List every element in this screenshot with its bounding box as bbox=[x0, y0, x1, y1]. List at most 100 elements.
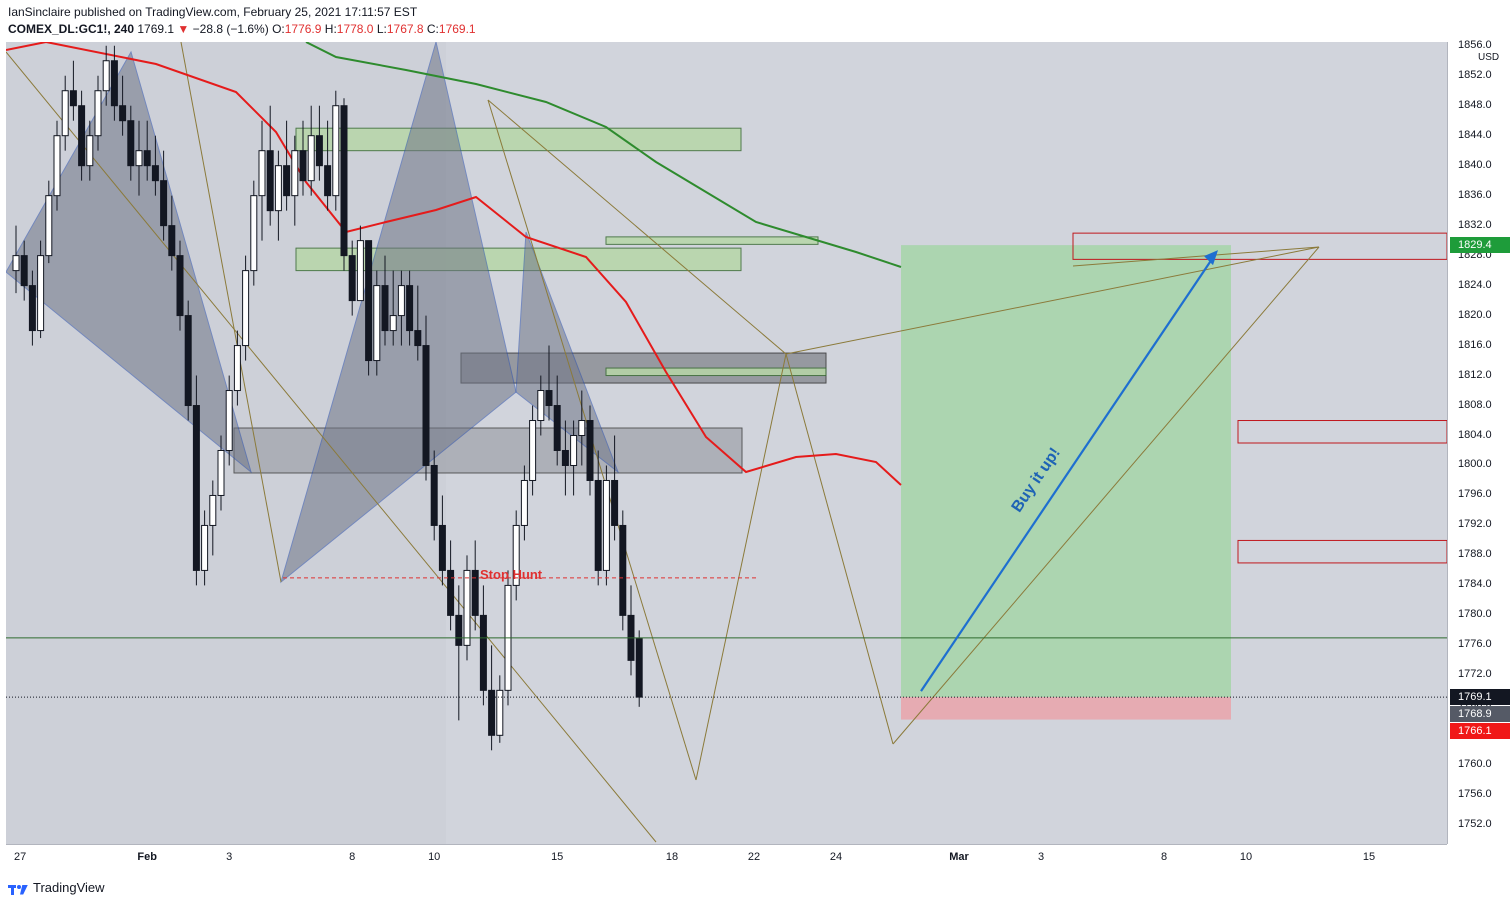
candle-body bbox=[463, 569, 471, 646]
candle-body bbox=[291, 150, 299, 197]
candle-body bbox=[307, 135, 315, 182]
y-tick-label: 1776.0 bbox=[1458, 638, 1492, 651]
zone-box bbox=[233, 427, 743, 474]
candle-body bbox=[324, 165, 332, 197]
pattern-line bbox=[6, 51, 657, 843]
candle-body bbox=[299, 150, 307, 182]
x-tick-label: 18 bbox=[665, 851, 679, 863]
pattern-line bbox=[487, 99, 787, 355]
y-tick-label: 1836.0 bbox=[1458, 188, 1492, 201]
candle-body bbox=[266, 150, 274, 212]
open-label: O: bbox=[272, 22, 285, 36]
low-label: L: bbox=[376, 22, 387, 36]
x-tick-label: 10 bbox=[1239, 851, 1253, 863]
candle-body bbox=[20, 255, 28, 287]
candle-body bbox=[217, 449, 225, 496]
pattern-line bbox=[785, 353, 894, 745]
ma-red-line bbox=[6, 42, 902, 486]
footer-brand: TradingView bbox=[8, 880, 105, 895]
candle-body bbox=[12, 255, 20, 272]
candle-body bbox=[69, 90, 77, 107]
down-arrow-icon: ▼ bbox=[177, 22, 190, 36]
close-value: 1769.1 bbox=[438, 22, 476, 36]
candle-body bbox=[479, 614, 487, 691]
y-tick-label: 1784.0 bbox=[1458, 578, 1492, 591]
candle-body bbox=[447, 569, 455, 616]
candle-body bbox=[397, 285, 405, 317]
x-tick-label: 15 bbox=[551, 851, 564, 863]
candle-body bbox=[471, 569, 479, 616]
chart-svg[interactable] bbox=[6, 42, 1447, 844]
x-tick-label: 24 bbox=[829, 851, 843, 863]
y-tick-label: 1780.0 bbox=[1458, 608, 1492, 621]
x-tick-label: Feb bbox=[137, 851, 157, 863]
y-tick-label: 1796.0 bbox=[1458, 488, 1492, 501]
candle-body bbox=[274, 165, 282, 212]
candle-body bbox=[578, 420, 586, 437]
y-tick-label: 1804.0 bbox=[1458, 428, 1492, 441]
candle-body bbox=[192, 405, 200, 571]
low-value: 1767.8 bbox=[386, 22, 424, 36]
candle-body bbox=[119, 105, 127, 122]
candle-body bbox=[496, 689, 504, 736]
price-tag: 1769.1 bbox=[1450, 689, 1510, 706]
y-tick-label: 1856.0 bbox=[1458, 38, 1492, 51]
pattern-line bbox=[695, 353, 787, 781]
x-tick-label: 8 bbox=[1160, 851, 1168, 863]
candle-body bbox=[176, 255, 184, 317]
candle-body bbox=[233, 345, 241, 392]
candle-body bbox=[45, 195, 53, 257]
chart-plot-area[interactable]: Stop Hunt Buy it up! bbox=[6, 42, 1447, 844]
symbol-info-bar: COMEX_DL:GC1!, 240 1769.1 ▼ −28.8 (−1.6%… bbox=[8, 22, 476, 36]
y-tick-label: 1788.0 bbox=[1458, 548, 1492, 561]
candle-body bbox=[315, 135, 323, 167]
tradingview-logo-icon bbox=[8, 881, 28, 895]
y-tick-label: 1808.0 bbox=[1458, 398, 1492, 411]
x-tick-label: 27 bbox=[13, 851, 27, 863]
high-label: H: bbox=[324, 22, 337, 36]
candle-body bbox=[135, 150, 143, 167]
candle-body bbox=[340, 105, 348, 257]
high-value: 1778.0 bbox=[336, 22, 374, 36]
candle-body bbox=[184, 315, 192, 407]
candle-body bbox=[406, 285, 414, 332]
price-tag: 1766.1 bbox=[1450, 723, 1510, 740]
candle-body bbox=[611, 479, 619, 526]
price-tag: 1829.4 bbox=[1450, 237, 1510, 254]
candle-body bbox=[529, 420, 537, 481]
buy-arrow-line bbox=[920, 252, 1217, 692]
candle-body bbox=[258, 150, 266, 197]
y-tick-label: 1760.0 bbox=[1458, 758, 1492, 771]
zone-box bbox=[605, 367, 827, 377]
y-tick-label: 1800.0 bbox=[1458, 458, 1492, 471]
candle-body bbox=[168, 225, 176, 257]
candle-body bbox=[422, 345, 430, 466]
stop-zone bbox=[901, 697, 1231, 720]
candle-body bbox=[110, 60, 118, 107]
candle-body bbox=[545, 390, 553, 407]
candle-body bbox=[520, 479, 528, 526]
candle-body bbox=[143, 150, 151, 167]
symbol-label[interactable]: COMEX_DL:GC1!, 240 bbox=[8, 22, 135, 36]
x-tick-label: 3 bbox=[1037, 851, 1045, 863]
pattern-line bbox=[180, 42, 282, 583]
candle-body bbox=[455, 614, 463, 646]
pattern-line bbox=[785, 246, 1320, 355]
currency-label: USD bbox=[1478, 52, 1500, 63]
y-tick-label: 1832.0 bbox=[1458, 218, 1492, 231]
candle-body bbox=[283, 165, 291, 197]
candle-body bbox=[553, 405, 561, 451]
candle-body bbox=[160, 180, 168, 227]
candle-body bbox=[594, 479, 602, 571]
profit-zone bbox=[901, 245, 1231, 698]
candle-body bbox=[28, 285, 36, 332]
time-axis[interactable]: 27 Feb 3 8 10 15 18 22 24 Mar 3 8 10 15 bbox=[6, 844, 1447, 871]
candle-body bbox=[348, 255, 356, 302]
candle-body bbox=[102, 60, 110, 92]
close-label: C: bbox=[426, 22, 439, 36]
y-tick-label: 1820.0 bbox=[1458, 308, 1492, 321]
candle-body bbox=[61, 90, 69, 137]
candle-body bbox=[250, 195, 258, 272]
price-axis[interactable]: USD 1752.01756.01760.01764.01768.01772.0… bbox=[1447, 38, 1510, 844]
last-price: 1769.1 bbox=[137, 22, 175, 36]
